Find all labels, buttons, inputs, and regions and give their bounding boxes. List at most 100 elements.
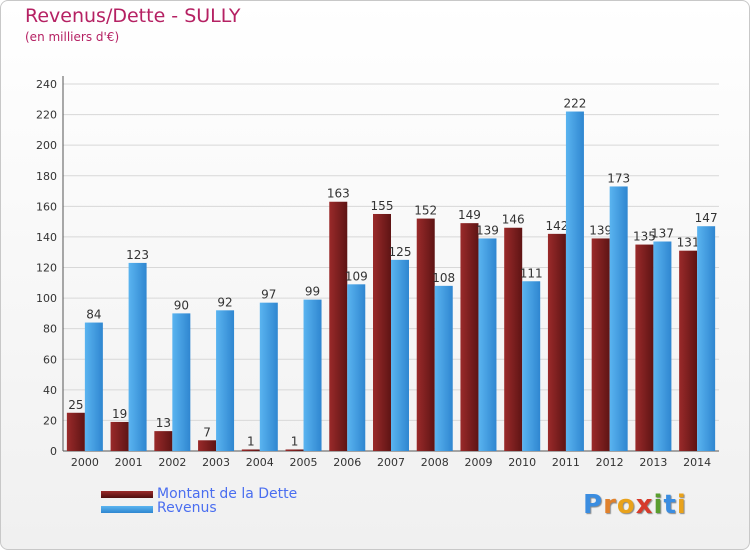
- bar-revenus-2006: [347, 284, 366, 451]
- label-revenus-2011: 222: [563, 97, 586, 111]
- label-revenus-2008: 108: [432, 271, 455, 285]
- label-revenus-2004: 97: [261, 288, 276, 302]
- label-dette-2003: 7: [203, 425, 211, 439]
- bar-dette-2012: [591, 238, 610, 451]
- bar-dette-2008: [416, 218, 435, 451]
- bar-revenus-2005: [303, 299, 322, 451]
- label-dette-2002: 13: [156, 416, 171, 430]
- x-tick-label-2003: 2003: [202, 456, 230, 469]
- y-tick-label-80: 80: [43, 323, 57, 336]
- bar-dette-2006: [329, 201, 348, 451]
- bar-dette-2002: [154, 431, 173, 451]
- legend-label-dette: Montant de la Dette: [157, 486, 298, 502]
- bar-revenus-2009: [478, 238, 497, 451]
- proxiti-logo: Proxiti: [583, 490, 687, 520]
- bar-dette-2001: [110, 421, 129, 451]
- bar-revenus-2008: [434, 285, 453, 451]
- x-tick-label-2008: 2008: [421, 456, 449, 469]
- bar-revenus-2012: [609, 186, 628, 451]
- logo-letter: P: [583, 490, 604, 520]
- label-dette-2010: 146: [502, 213, 525, 227]
- x-tick-label-2002: 2002: [158, 456, 186, 469]
- chart-title: Revenus/Dette - SULLY: [25, 5, 241, 27]
- bar-dette-2009: [460, 223, 479, 451]
- logo-letter: o: [616, 490, 636, 520]
- x-tick-label-2000: 2000: [71, 456, 99, 469]
- label-dette-2007: 155: [371, 199, 394, 213]
- logo-letter: i: [676, 490, 687, 520]
- y-tick-label-240: 240: [36, 78, 57, 91]
- label-revenus-2001: 123: [126, 248, 149, 262]
- label-revenus-2009: 139: [476, 223, 499, 237]
- y-tick-label-160: 160: [36, 200, 57, 213]
- y-tick-label-120: 120: [36, 262, 57, 275]
- bar-dette-2011: [547, 233, 566, 451]
- y-tick-label-220: 220: [36, 109, 57, 122]
- bar-revenus-2000: [84, 322, 103, 451]
- bar-revenus-2001: [128, 262, 147, 451]
- label-revenus-2014: 147: [695, 211, 718, 225]
- label-dette-2013: 135: [633, 230, 656, 244]
- bar-revenus-2011: [565, 111, 584, 452]
- label-revenus-2006: 109: [345, 269, 368, 283]
- x-tick-label-2012: 2012: [596, 456, 624, 469]
- legend-swatch-revenus: [101, 506, 153, 513]
- label-revenus-2012: 173: [607, 171, 630, 185]
- bar-revenus-2004: [259, 302, 278, 451]
- label-dette-2006: 163: [327, 187, 350, 201]
- x-tick-label-2011: 2011: [552, 456, 580, 469]
- y-tick-label-180: 180: [36, 170, 57, 183]
- x-tick-label-2006: 2006: [333, 456, 361, 469]
- label-dette-2005: 1: [291, 434, 299, 448]
- bar-dette-2003: [198, 440, 217, 451]
- y-tick-label-20: 20: [43, 414, 57, 427]
- x-tick-label-2010: 2010: [508, 456, 536, 469]
- logo-letter: x: [635, 490, 654, 520]
- label-dette-2014: 131: [677, 236, 700, 250]
- y-tick-label-40: 40: [43, 384, 57, 397]
- label-dette-2012: 139: [589, 223, 612, 237]
- x-tick-label-2001: 2001: [115, 456, 143, 469]
- label-dette-2009: 149: [458, 208, 481, 222]
- label-revenus-2007: 125: [389, 245, 412, 259]
- bar-dette-2007: [373, 213, 391, 451]
- chart-subtitle: (en milliers d'€): [25, 30, 120, 44]
- y-tick-label-60: 60: [43, 353, 57, 366]
- bar-dette-2000: [66, 412, 85, 451]
- bar-dette-2014: [679, 250, 698, 451]
- bar-dette-2005: [285, 449, 304, 451]
- label-revenus-2000: 84: [86, 308, 101, 322]
- y-tick-label-0: 0: [50, 445, 57, 458]
- bar-revenus-2013: [653, 241, 672, 451]
- label-revenus-2005: 99: [305, 285, 320, 299]
- bar-revenus-2010: [522, 281, 541, 451]
- label-dette-2011: 142: [545, 219, 568, 233]
- label-dette-2000: 25: [68, 398, 83, 412]
- label-revenus-2003: 92: [217, 295, 232, 309]
- bar-dette-2010: [504, 227, 523, 451]
- bar-revenus-2003: [216, 310, 235, 451]
- bar-revenus-2002: [172, 313, 191, 451]
- label-dette-2001: 19: [112, 407, 127, 421]
- bar-dette-2013: [635, 244, 654, 451]
- logo-letter: t: [663, 490, 677, 520]
- x-tick-label-2009: 2009: [464, 456, 492, 469]
- x-tick-label-2004: 2004: [246, 456, 274, 469]
- label-revenus-2013: 137: [651, 227, 674, 241]
- bar-dette-2004: [241, 449, 260, 451]
- logo-letter: r: [603, 490, 617, 520]
- logo-letter: i: [653, 490, 664, 520]
- label-dette-2008: 152: [414, 204, 437, 218]
- x-tick-label-2007: 2007: [377, 456, 405, 469]
- label-revenus-2010: 111: [520, 266, 543, 280]
- x-tick-label-2013: 2013: [639, 456, 667, 469]
- legend-swatch-dette: [101, 491, 153, 498]
- y-tick-label-140: 140: [36, 231, 57, 244]
- y-tick-label-200: 200: [36, 139, 57, 152]
- label-dette-2004: 1: [247, 434, 255, 448]
- bar-revenus-2007: [391, 259, 409, 451]
- x-tick-label-2014: 2014: [683, 456, 711, 469]
- y-tick-label-100: 100: [36, 292, 57, 305]
